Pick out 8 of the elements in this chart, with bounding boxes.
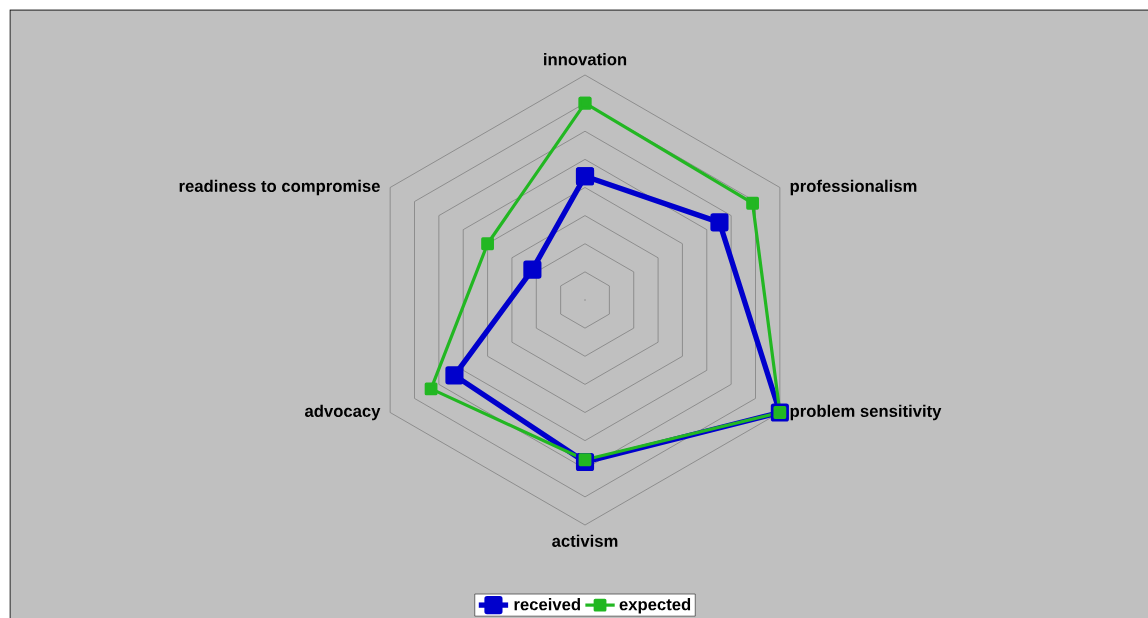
spoke-label: innovation <box>544 53 627 66</box>
spoke-label: professionalism <box>790 179 917 196</box>
spoke-label: readiness to compromise <box>179 179 380 196</box>
legend-label: expected <box>619 598 691 614</box>
spoke-label: problem sensitivity <box>790 404 942 421</box>
legend-label: received <box>514 598 580 611</box>
spoke-label: activism <box>552 534 618 547</box>
spoke-label: advocacy <box>304 404 381 421</box>
